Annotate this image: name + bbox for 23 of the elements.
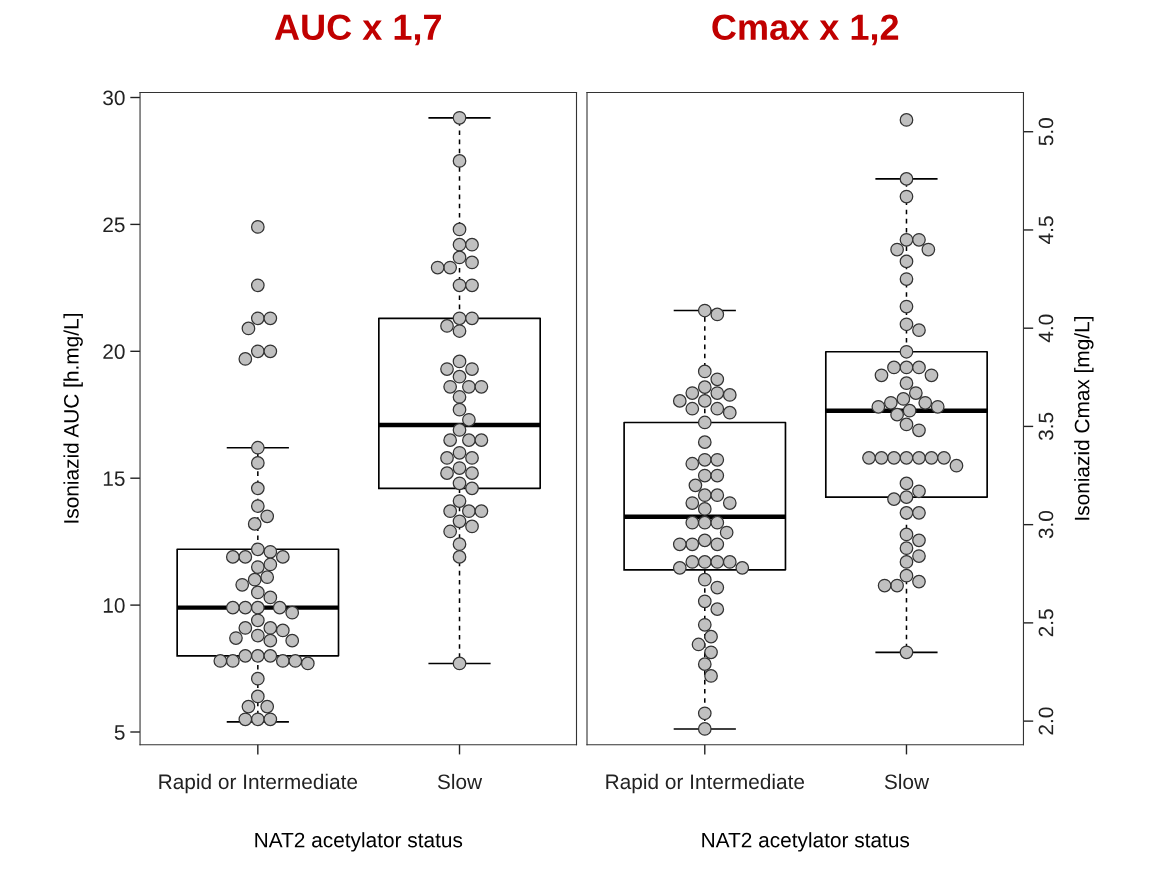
y2-tick-label: 2.0 bbox=[1038, 707, 1054, 735]
y2-tick-label: 3.0 bbox=[1038, 510, 1054, 539]
x-axis-title: NAT2 acetylator status bbox=[702, 832, 910, 852]
chart-title: Cmax x 1,2 bbox=[712, 14, 899, 46]
y2-tick-label: 4.0 bbox=[1038, 314, 1054, 343]
y2-tick-label: 2.5 bbox=[1038, 609, 1054, 637]
y-tick-label: 15 bbox=[103, 471, 125, 486]
x-axis-title: NAT2 acetylator status bbox=[255, 832, 463, 852]
y-tick-label: 10 bbox=[103, 598, 125, 613]
x-tick-label: Slow bbox=[437, 773, 483, 790]
x-tick-label: Slow bbox=[884, 773, 930, 790]
y2-tick-label: 4.5 bbox=[1038, 216, 1054, 244]
y-axis-title: Isoniazid AUC [h.mg/L] bbox=[63, 314, 83, 523]
y2-axis-title: Isoniazid Cmax [mg/L] bbox=[1074, 316, 1094, 520]
chart-title: AUC x 1,7 bbox=[274, 14, 441, 46]
x-tick-label: Rapid or Intermediate bbox=[606, 773, 805, 794]
x-tick-label: Rapid or Intermediate bbox=[159, 773, 358, 794]
y-tick-label: 20 bbox=[103, 344, 125, 360]
y2-tick-label: 5.0 bbox=[1038, 118, 1054, 146]
y2-tick-label: 3.5 bbox=[1038, 412, 1054, 441]
y-tick-label: 25 bbox=[103, 217, 125, 233]
y-tick-label: 30 bbox=[103, 90, 125, 106]
y-tick-label: 5 bbox=[114, 725, 125, 740]
